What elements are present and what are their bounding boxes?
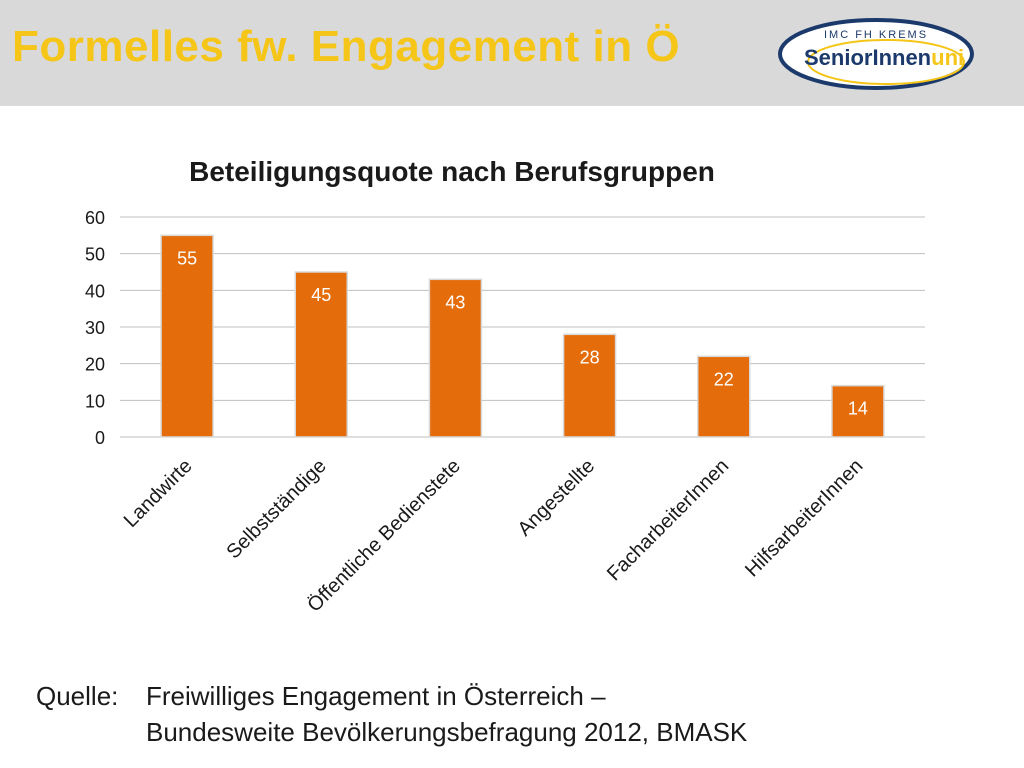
bar [831,384,885,438]
logo-main-text: SeniorInnenuni [804,45,964,70]
x-tick-label: FacharbeiterInnen [603,455,733,585]
y-tick-label: 50 [85,245,105,265]
bar [697,355,751,438]
data-label: 22 [714,369,734,389]
y-tick-label: 60 [85,208,105,228]
source-label: Quelle: [36,681,119,711]
logo-main-text-b: uni [931,45,964,70]
data-label: 43 [445,292,465,312]
bar [562,333,617,438]
x-tick-label: HilfsarbeiterInnen [741,455,867,581]
y-tick-label: 0 [95,428,105,448]
data-label: 14 [848,399,868,419]
logo-swoosh [807,39,965,85]
bars [160,234,885,438]
slide-header: Formelles fw. Engagement in Ö IMC FH KRE… [0,0,1024,106]
y-tick-label: 40 [85,281,105,301]
chart-gridlines [120,216,925,438]
slide-title: Formelles fw. Engagement in Ö [12,22,681,71]
x-tick-label: Selbstständige [222,455,330,563]
data-label: 28 [580,347,600,367]
bar-chart: Beteiligungsquote nach Berufsgruppen 0 10… [85,156,925,617]
source-text: Freiwilliges Engagement in Österreich – … [146,681,748,747]
data-labels: 55 45 43 28 22 14 [177,248,868,418]
bar [160,234,214,438]
data-label: 45 [311,285,331,305]
y-tick-label: 10 [85,391,105,411]
x-tick-label: Öffentliche Bedienstete [303,455,465,617]
bar [428,278,483,438]
logo-main-text-a: SeniorInnen [804,45,931,70]
logo-top-text: IMC FH KREMS [824,29,928,41]
y-tick-label: 20 [85,355,105,375]
bar [294,271,348,438]
y-tick-label: 30 [85,318,105,338]
imc-fh-krems-seniorinnenuni-logo: IMC FH KREMS SeniorInnenuni [778,18,974,90]
chart-title: Beteiligungsquote nach Berufsgruppen [189,156,715,187]
y-axis-tick-labels: 0 10 20 30 40 50 60 [85,208,105,448]
logo-ellipse [778,18,974,90]
x-tick-label: Landwirte [120,455,197,532]
x-tick-label: Angestellte [514,455,600,541]
data-label: 55 [177,248,197,268]
